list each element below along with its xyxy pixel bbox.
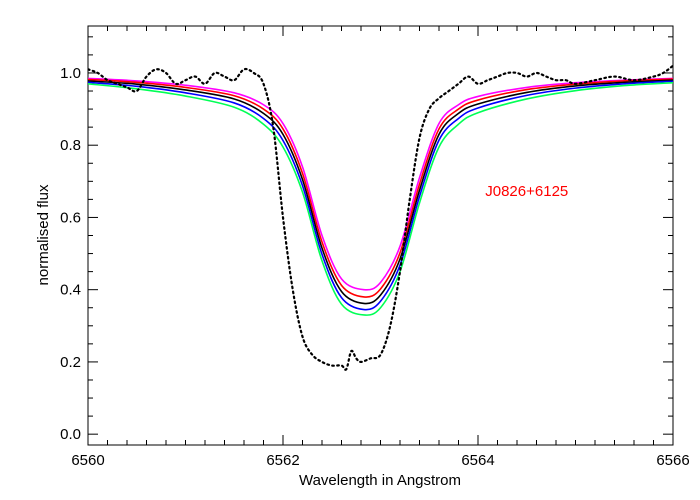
model-profile-line-5 — [88, 81, 673, 316]
series-lines — [88, 64, 673, 371]
x-axis-title: Wavelength in Angstrom — [299, 472, 461, 489]
y-tick-label: 0.6 — [60, 209, 81, 226]
model-profile-line-3 — [88, 79, 673, 305]
y-tick-label: 0.2 — [60, 354, 81, 371]
object-id-annotation: J0826+6125 — [485, 183, 568, 200]
x-tick-label: 6560 — [71, 452, 104, 469]
model-profile-line-1 — [88, 77, 673, 291]
x-tick-label: 6562 — [266, 452, 299, 469]
y-tick-label: 1.0 — [60, 65, 81, 82]
model-profile-line-4 — [88, 80, 673, 311]
y-tick-label: 0.0 — [60, 426, 81, 443]
y-tick-label: 0.8 — [60, 137, 81, 154]
y-axis-title: normalised flux — [35, 184, 52, 285]
x-tick-label: 6566 — [656, 452, 689, 469]
model-profile-line-2 — [88, 78, 673, 298]
observed-spectrum-line — [88, 64, 673, 371]
tick-labels: 6560 6562 6564 6566 0.0 0.2 0.4 0.6 0.8 1.0 — [60, 65, 690, 469]
axis-ticks — [87, 26, 674, 445]
y-tick-label: 0.4 — [60, 282, 81, 299]
x-tick-label: 6564 — [461, 452, 494, 469]
